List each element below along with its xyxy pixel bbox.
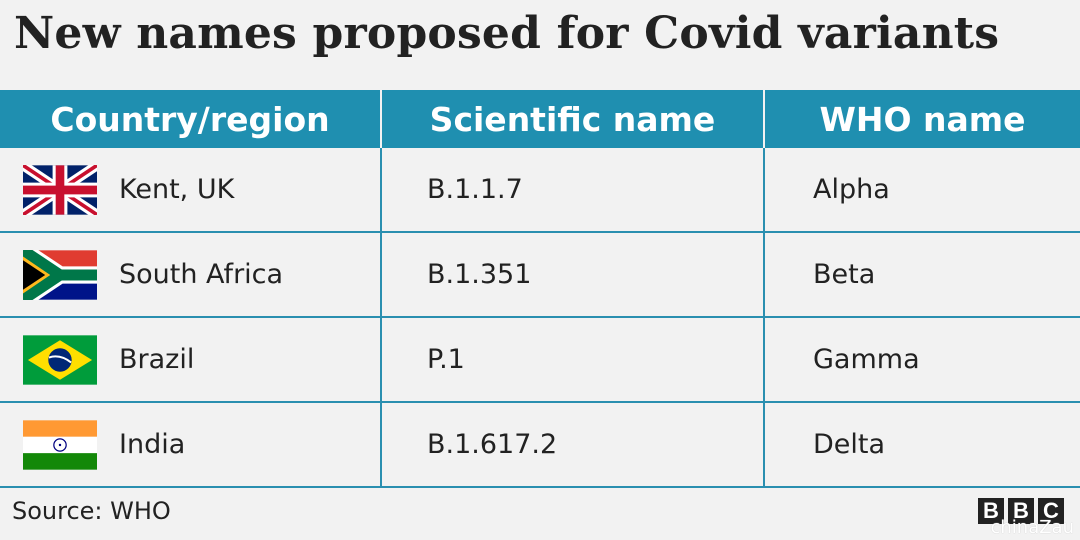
bbc-logo-letter: B — [1008, 498, 1034, 524]
variants-table: Country/region Scientific name WHO name … — [0, 90, 1080, 488]
page-title: New names proposed for Covid variants — [14, 8, 1000, 59]
country-cell: Kent, UK — [0, 148, 382, 231]
country-cell: India — [0, 403, 382, 486]
who-name-cell: Delta — [813, 429, 886, 460]
scientific-name-cell: P.1 — [382, 318, 765, 401]
country-label: India — [119, 429, 186, 460]
country-cell: South Africa — [0, 233, 382, 316]
country-label: South Africa — [119, 259, 284, 290]
table-row: South Africa B.1.351 Beta — [0, 233, 1080, 318]
source-note: Source: WHO — [12, 497, 171, 525]
column-header-scientific: Scientific name — [382, 90, 765, 148]
bbc-logo: B B C — [978, 498, 1064, 524]
table-row: Brazil P.1 Gamma — [0, 318, 1080, 403]
bbc-logo-letter: C — [1038, 498, 1064, 524]
table-row: Kent, UK B.1.1.7 Alpha — [0, 148, 1080, 233]
scientific-name-cell: B.1.351 — [382, 233, 765, 316]
bbc-logo-letter: B — [978, 498, 1004, 524]
brazil-flag-icon — [23, 334, 97, 385]
country-cell: Brazil — [0, 318, 382, 401]
scientific-name-cell: B.1.1.7 — [382, 148, 765, 231]
uk-flag-icon — [23, 164, 97, 215]
table-row: India B.1.617.2 Delta — [0, 403, 1080, 488]
column-header-country: Country/region — [0, 90, 382, 148]
who-name-cell: Gamma — [813, 344, 920, 375]
table-header: Country/region Scientific name WHO name — [0, 90, 1080, 148]
country-label: Kent, UK — [119, 174, 235, 205]
column-header-who: WHO name — [819, 99, 1026, 139]
india-flag-icon — [23, 419, 97, 470]
country-label: Brazil — [119, 344, 195, 375]
south-africa-flag-icon — [23, 249, 97, 300]
scientific-name-cell: B.1.617.2 — [382, 403, 765, 486]
watermark: chinaZau — [990, 517, 1074, 538]
who-name-cell: Beta — [813, 259, 876, 290]
who-name-cell: Alpha — [813, 174, 890, 205]
